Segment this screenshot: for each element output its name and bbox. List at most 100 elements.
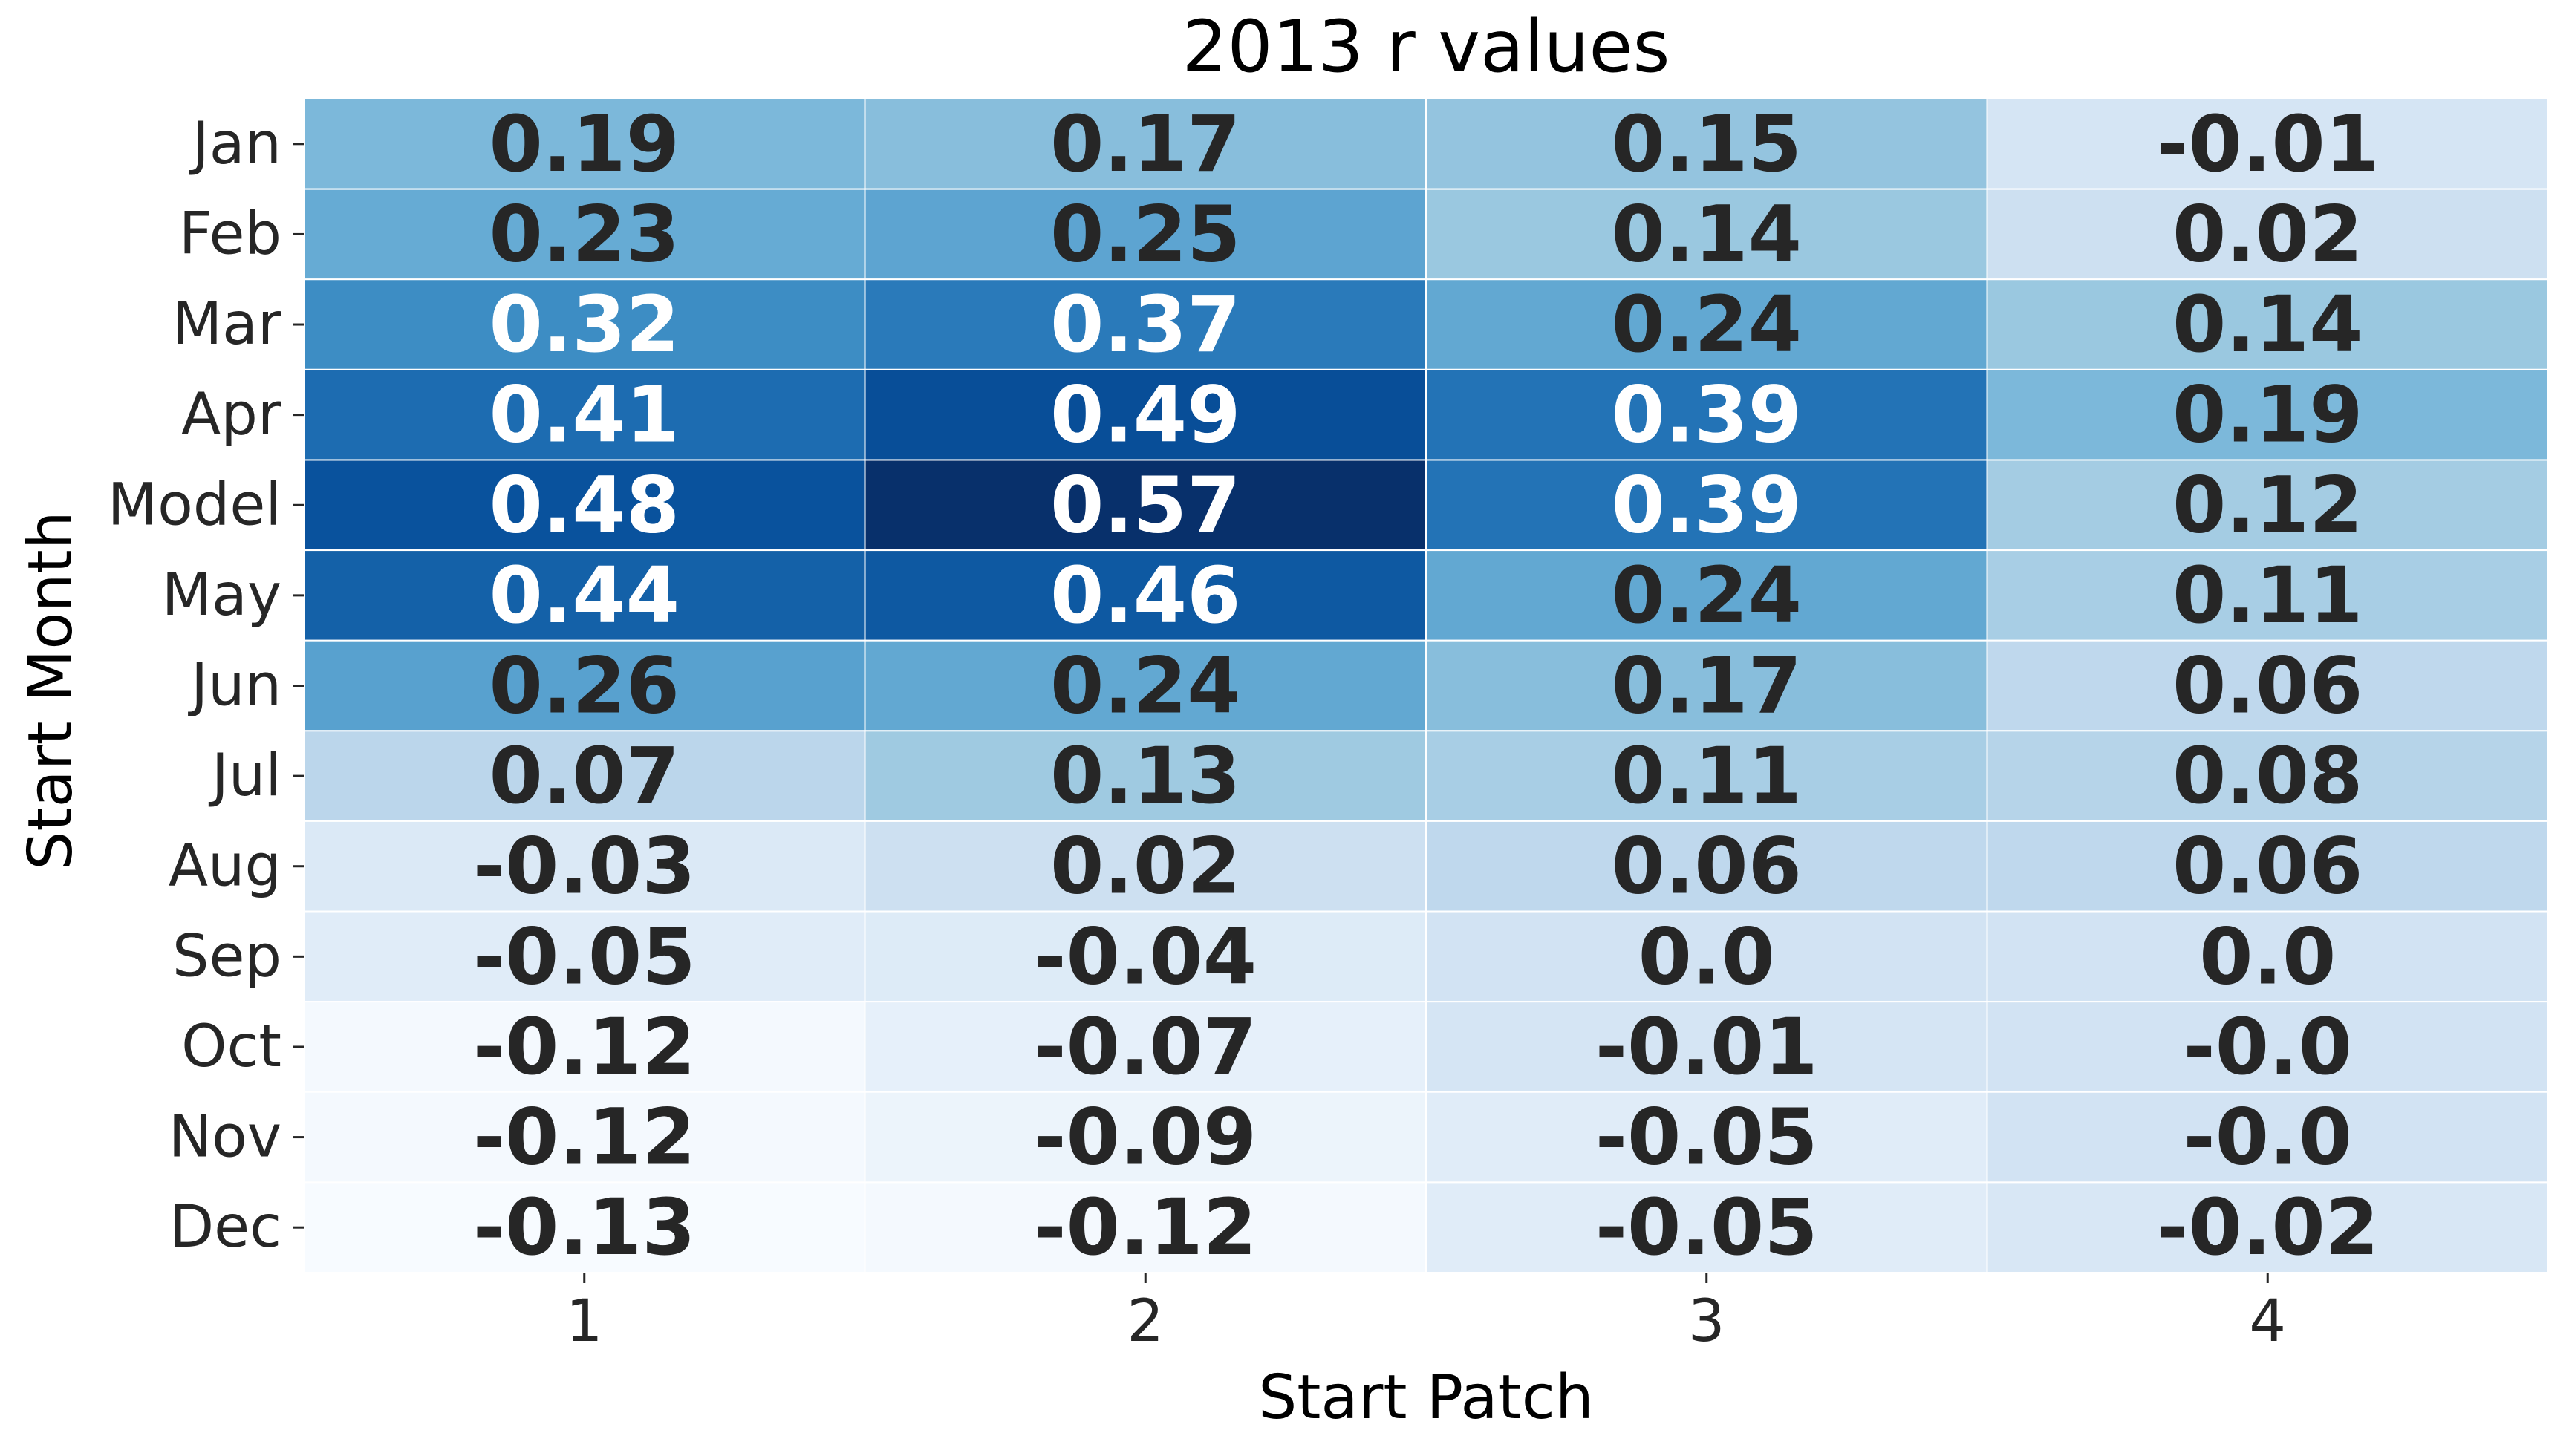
heatmap-cell [864,1001,1427,1093]
heatmap-cell [1986,1001,2549,1093]
heatmap-cell [864,368,1427,461]
cell-value-label: -0.04 [1034,911,1257,1002]
heatmap-cell [864,278,1427,370]
cell-value-label: 0.49 [1050,370,1241,460]
cell-value-label: 0.12 [2172,460,2363,550]
x-axis: 1 2 3 4 [566,1273,2286,1355]
heatmap-cell [1425,910,1988,1003]
heatmap-cell [303,639,866,732]
heatmap-cell [1425,98,1988,190]
cell-value-label: 0.24 [1050,641,1241,731]
heatmap-cell [864,1091,1427,1184]
y-tick-label: Feb [179,200,281,267]
heatmap-cell [1425,1181,1988,1274]
heatmap-cell [1986,368,2549,461]
cell-value-label: 0.26 [489,641,680,731]
heatmap-cell [864,188,1427,281]
heatmap-cell [303,98,866,190]
heatmap-cell [1425,639,1988,732]
heatmap-cell [303,730,866,822]
heatmap-cell [1425,368,1988,461]
cell-value-label: -0.07 [1034,1002,1257,1092]
cell-value-label: 0.19 [2172,370,2363,460]
cell-value-label: 0.06 [2172,641,2363,731]
cell-value-label: 0.17 [1611,641,1802,731]
y-tick-label: Sep [172,923,281,990]
cell-value-label: 0.24 [1611,279,1802,370]
heatmap-cell [303,1181,866,1274]
heatmap-cell [864,1181,1427,1274]
cell-value-label: -0.13 [473,1182,696,1273]
heatmap-cell [1986,910,2549,1003]
y-tick-label: Jul [208,742,281,809]
y-tick-label: Jan [189,111,281,177]
y-tick-label: Aug [169,833,281,900]
heatmap-cell [1425,549,1988,642]
heatmap-cells [303,98,2549,1274]
heatmap-cell [864,549,1427,642]
y-tick-label: Dec [169,1194,281,1261]
heatmap-cell [1986,820,2549,913]
heatmap-cell [303,549,866,642]
heatmap-cell [1986,1091,2549,1184]
cell-value-label: 0.14 [2172,279,2363,370]
heatmap-cell [1986,459,2549,552]
heatmap-cell [1425,459,1988,552]
cell-value-label: -0.05 [473,911,696,1002]
y-axis-label: Start Month [16,511,86,869]
heatmap-cell [1986,188,2549,281]
cell-value-label: 0.13 [1050,731,1241,821]
heatmap-cell [1986,1181,2549,1274]
heatmap-cell [1986,549,2549,642]
heatmap-cell [303,1091,866,1184]
x-axis-label: Start Patch [1258,1362,1594,1433]
cell-value-label: 0.48 [489,460,680,550]
cell-value-label: -0.09 [1034,1092,1257,1183]
cell-value-label: -0.12 [1034,1182,1257,1273]
cell-value-label: 0.41 [489,370,680,460]
cell-value-label: 0.44 [489,550,680,641]
cell-value-label: -0.12 [473,1092,696,1183]
cell-value-label: 0.06 [1611,821,1802,912]
heatmap-cell [864,459,1427,552]
heatmap-cell [1986,639,2549,732]
x-tick-label: 3 [1688,1288,1725,1355]
cell-value-label: -0.05 [1595,1092,1818,1183]
y-tick-label: Apr [181,382,282,448]
cell-value-label: -0.0 [2184,1092,2352,1183]
cell-value-label: 0.0 [1638,911,1775,1002]
cell-value-label: 0.14 [1611,189,1802,279]
chart-title: 2013 r values [1182,5,1670,88]
cell-value-label: -0.02 [2156,1182,2379,1273]
cell-value-label: 0.07 [489,731,680,821]
heatmap-cell [303,368,866,461]
x-tick-label: 2 [1127,1288,1164,1355]
heatmap-cell [1425,1001,1988,1093]
y-tick-label: May [162,562,281,629]
cell-value-label: -0.12 [473,1002,696,1092]
cell-value-label: 0.46 [1050,550,1241,641]
cell-value-label: -0.01 [2156,99,2379,189]
y-axis: Jan Feb Mar Apr Model May Jun Jul Aug Sep Oct Nov De… [108,111,304,1261]
heatmap-cell [864,98,1427,190]
y-tick-label: Jun [187,653,281,719]
cell-value-label: -0.05 [1595,1182,1818,1273]
heatmap-cell [303,459,866,552]
cell-value-label: 0.39 [1611,370,1802,460]
x-tick-label: 1 [566,1288,603,1355]
cell-value-label: 0.37 [1050,279,1241,370]
cell-value-label: 0.57 [1050,460,1241,550]
y-tick-label: Mar [172,291,282,358]
cell-value-label: 0.0 [2199,911,2336,1002]
cell-value-label: -0.01 [1595,1002,1818,1092]
cell-value-labels: 0.19 0.17 0.15 -0.010.23 0.25 0.14 0.020.32 0.3… [473,99,2379,1273]
cell-value-label: 0.02 [1050,821,1241,912]
cell-value-label: 0.06 [2172,821,2363,912]
heatmap-cell [303,910,866,1003]
heatmap-cell [1425,730,1988,822]
cell-value-label: 0.17 [1050,99,1241,189]
cell-value-label: 0.15 [1611,99,1802,189]
heatmap-cell [1425,1091,1988,1184]
